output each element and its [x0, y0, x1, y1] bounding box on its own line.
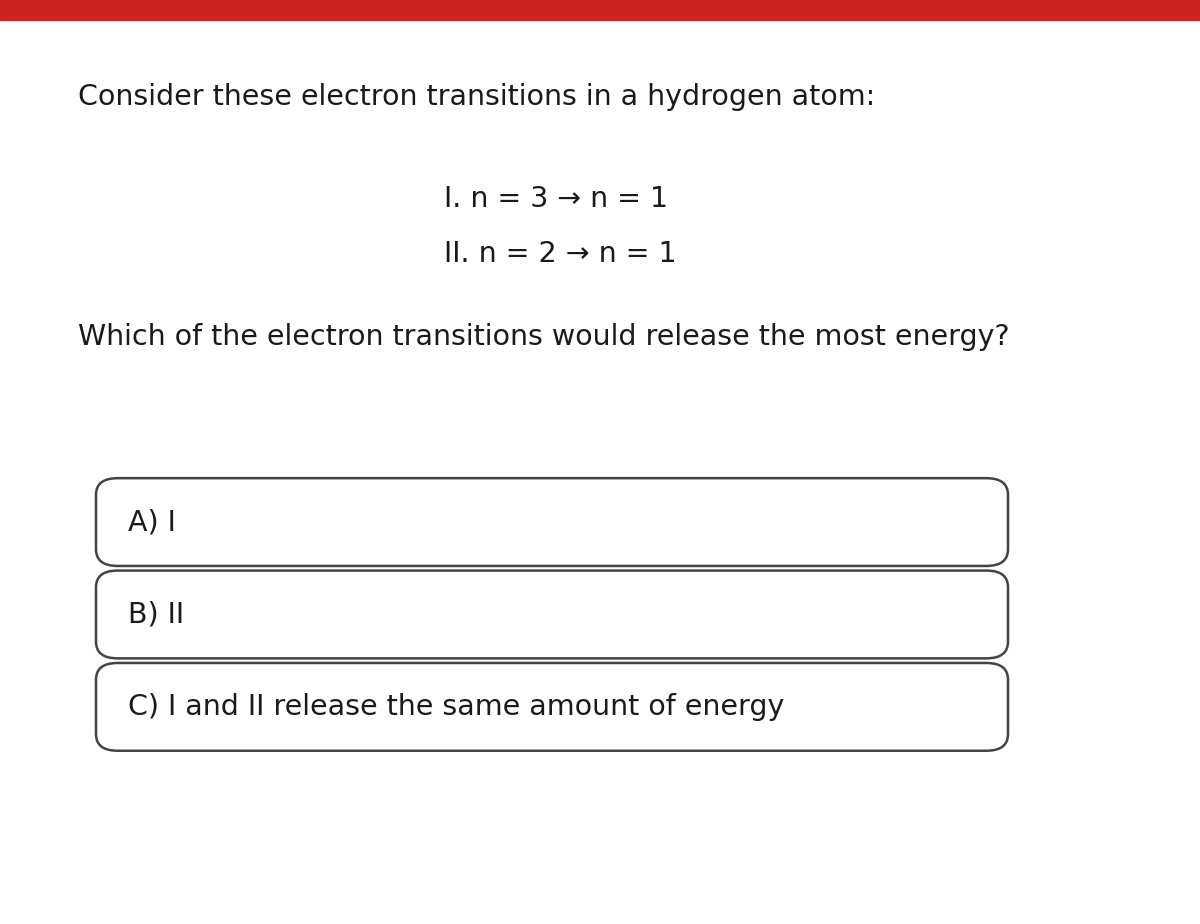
Text: A) I: A) I — [128, 508, 176, 536]
FancyBboxPatch shape — [96, 570, 1008, 658]
Text: B) II: B) II — [128, 601, 185, 628]
Text: II. n = 2 → n = 1: II. n = 2 → n = 1 — [444, 240, 677, 268]
Bar — [0, 0, 1200, 20]
Text: Consider these electron transitions in a hydrogen atom:: Consider these electron transitions in a… — [78, 83, 875, 111]
Text: Which of the electron transitions would release the most energy?: Which of the electron transitions would … — [78, 323, 1009, 351]
Text: C) I and II release the same amount of energy: C) I and II release the same amount of e… — [128, 693, 785, 721]
Text: I. n = 3 → n = 1: I. n = 3 → n = 1 — [444, 185, 668, 213]
FancyBboxPatch shape — [96, 663, 1008, 750]
FancyBboxPatch shape — [96, 479, 1008, 565]
